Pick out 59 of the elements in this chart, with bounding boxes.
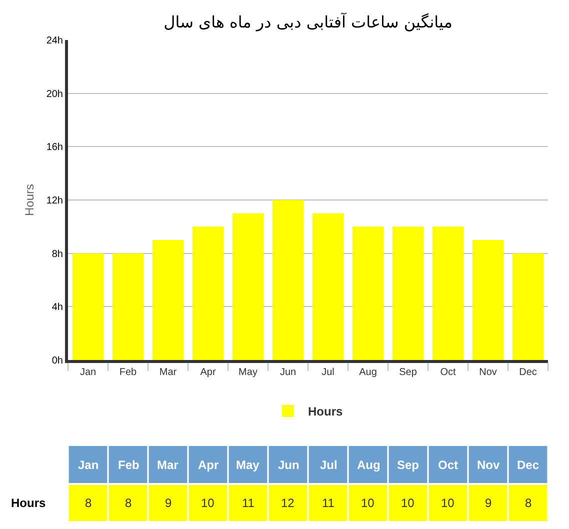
x-tick-label: May — [238, 367, 258, 378]
y-tick-label: 24h — [46, 36, 63, 46]
bar — [272, 200, 304, 360]
y-tick-label: 8h — [52, 248, 63, 260]
x-tick-label: Jun — [280, 367, 296, 378]
category-label: Jan — [78, 458, 99, 472]
y-tick-label: 16h — [46, 142, 63, 154]
category-label: Aug — [357, 458, 380, 472]
data-label: 11 — [242, 496, 255, 510]
data-label: 9 — [165, 496, 172, 510]
category-label: Oct — [438, 458, 458, 472]
category-label: Apr — [198, 458, 219, 472]
x-tick-label: Oct — [440, 367, 456, 378]
data-label: 8 — [125, 496, 132, 510]
x-tick-label: Mar — [159, 367, 178, 378]
data-label: 11 — [322, 496, 335, 510]
x-tick-label: Feb — [119, 367, 138, 378]
data-label: 10 — [441, 496, 455, 510]
category-label: Nov — [477, 458, 500, 472]
y-tick-label: 12h — [46, 196, 63, 206]
bar — [72, 253, 104, 360]
bar — [192, 226, 224, 360]
category-label: Jun — [278, 458, 300, 472]
x-tick-label: Nov — [479, 367, 497, 378]
data-label: 10 — [401, 496, 415, 510]
y-tick-label: 4h — [52, 302, 63, 314]
chart-title: میانگین ساعات آفتابی دبی در ماه های سال — [164, 12, 452, 32]
data-label: 9 — [485, 496, 492, 510]
data-label: 10 — [201, 496, 215, 510]
legend-label: Hours — [308, 404, 343, 419]
y-axis-title: Hours — [22, 184, 37, 216]
data-label: 10 — [361, 496, 375, 510]
category-label: Jul — [320, 458, 338, 472]
bar — [232, 213, 264, 360]
category-label: May — [236, 458, 260, 472]
bar — [432, 226, 464, 360]
category-label: Feb — [118, 458, 140, 472]
x-tick-label: Jan — [80, 367, 96, 378]
category-label: Mar — [157, 458, 178, 472]
x-tick-label: Apr — [200, 367, 216, 378]
y-tick-label: 20h — [46, 88, 63, 100]
bar — [112, 253, 144, 360]
bar — [512, 253, 544, 360]
bar — [152, 240, 184, 360]
category-label: Dec — [517, 458, 540, 472]
bar — [392, 226, 424, 360]
bar — [312, 213, 344, 360]
text: Hours — [11, 496, 46, 510]
x-tick-label: Jul — [322, 367, 334, 378]
y-tick-label: 0h — [52, 356, 63, 366]
bar — [472, 240, 504, 360]
x-tick-label: Dec — [519, 367, 537, 378]
x-tick-label: Sep — [399, 367, 418, 378]
category-label: Sep — [397, 458, 420, 472]
bar — [352, 226, 384, 360]
x-tick-label: Aug — [359, 367, 377, 378]
data-label: 12 — [281, 496, 295, 510]
data-label: 8 — [525, 496, 532, 510]
data-label: 8 — [85, 496, 92, 510]
